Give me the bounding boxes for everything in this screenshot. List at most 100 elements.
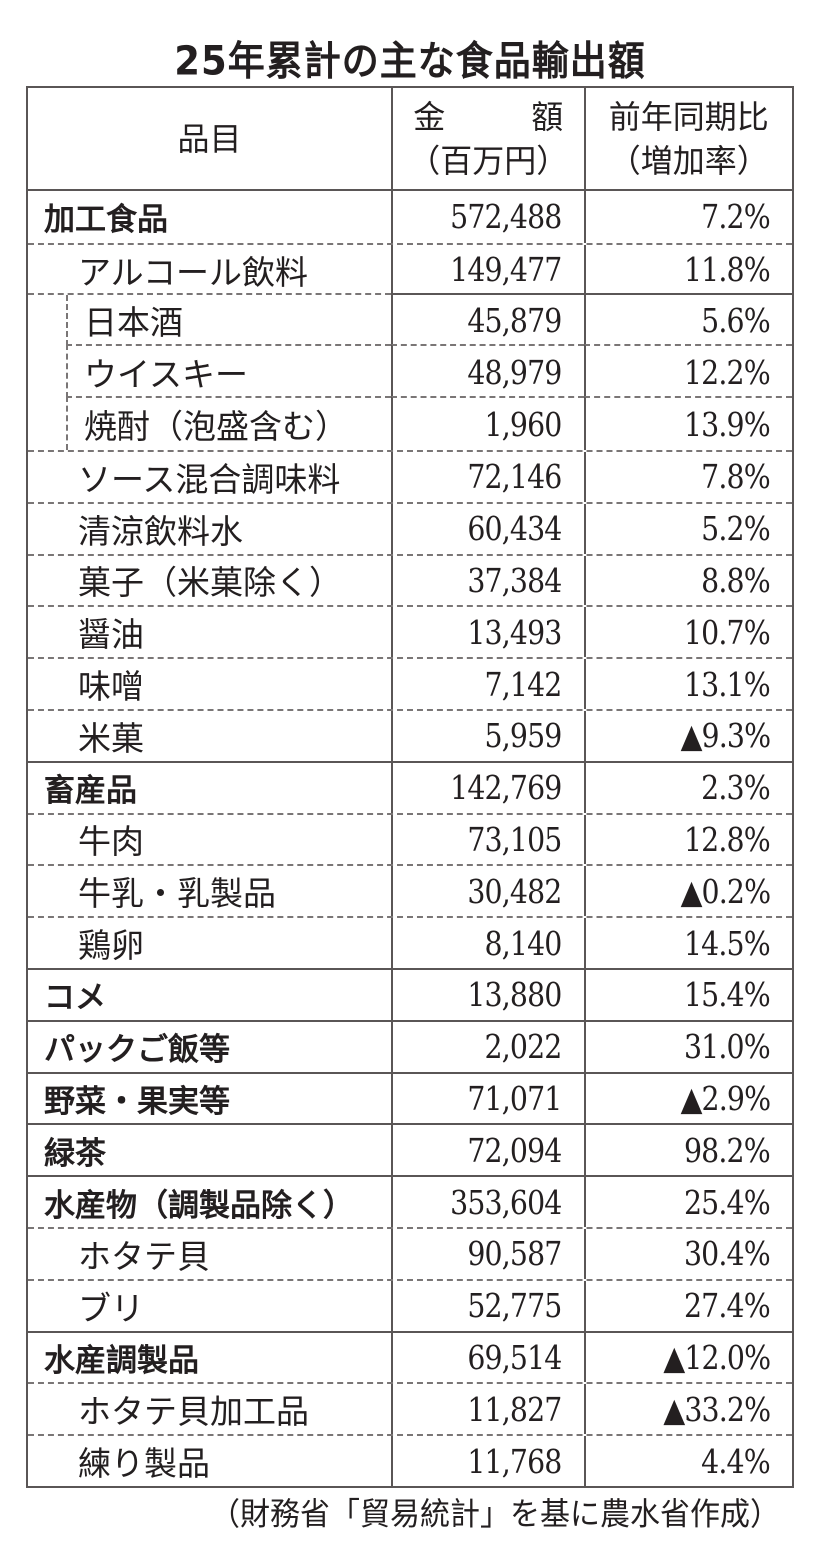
amount-cell: 353,604 bbox=[391, 1177, 584, 1227]
table-body: 加工食品 572,488 7.2% アルコール飲料 149,477 11.8% 日本酒 45,… bbox=[28, 191, 792, 1486]
header-amount-char-b: 額 bbox=[531, 97, 564, 136]
group-bracket-line bbox=[66, 344, 68, 399]
amount-value: 71,071 bbox=[467, 1078, 562, 1118]
amount-value: 13,493 bbox=[467, 612, 562, 652]
export-table: 品目 金 額 （百万円） 前年同期比 （増加率） 加工食品 572,488 7.2%… bbox=[26, 86, 794, 1488]
amount-value: 45,879 bbox=[467, 300, 562, 340]
header-amount-line1: 金 額 bbox=[413, 95, 563, 139]
table-row: ソース混合調味料 72,146 7.8% bbox=[28, 449, 792, 502]
change-value: 98.2% bbox=[684, 1130, 771, 1170]
change-value: 11.8% bbox=[684, 250, 771, 290]
table-row: 鶏卵 8,140 14.5% bbox=[28, 916, 792, 968]
item-name: 練り製品 bbox=[28, 1436, 391, 1486]
amount-value: 13,880 bbox=[467, 975, 562, 1015]
header-change-line1: 前年同期比 bbox=[608, 97, 769, 136]
change-cell: 13.9% bbox=[583, 396, 792, 450]
amount-cell: 90,587 bbox=[391, 1228, 584, 1279]
item-name-text: 水産物（調製品除く） bbox=[44, 1187, 354, 1224]
header-item-label: 品目 bbox=[177, 119, 242, 158]
change-value: 14.5% bbox=[684, 923, 771, 963]
amount-cell: 11,768 bbox=[391, 1436, 584, 1486]
group-bracket-line bbox=[66, 396, 68, 450]
change-cell: ▲9.3% bbox=[583, 710, 792, 761]
change-value: ▲12.0% bbox=[663, 1337, 771, 1377]
item-name: 加工食品 bbox=[28, 191, 391, 243]
table-row: 牛肉 73,105 12.8% bbox=[28, 812, 792, 865]
change-value: ▲33.2% bbox=[663, 1389, 771, 1429]
item-name-text: コメ bbox=[44, 980, 106, 1017]
item-name-text: 牛乳・乳製品 bbox=[78, 874, 276, 914]
item-name-text: 加工食品 bbox=[44, 202, 168, 239]
item-name: 焼酎（泡盛含む） bbox=[28, 396, 392, 450]
amount-cell: 142,769 bbox=[391, 762, 584, 813]
amount-value: 52,775 bbox=[467, 1286, 562, 1326]
amount-cell: 71,071 bbox=[391, 1073, 584, 1124]
change-cell: 25.4% bbox=[583, 1177, 792, 1227]
amount-value: 11,827 bbox=[467, 1389, 562, 1429]
amount-cell: 13,493 bbox=[391, 607, 584, 658]
change-value: 15.4% bbox=[684, 975, 771, 1015]
table-row: 清涼飲料水 60,434 5.2% bbox=[28, 501, 792, 554]
change-value: 2.3% bbox=[701, 768, 771, 808]
item-name-text: パックご飯等 bbox=[44, 1032, 230, 1069]
change-cell: 7.8% bbox=[583, 451, 792, 502]
header-amount-unit: （百万円） bbox=[408, 141, 569, 180]
item-name: 牛乳・乳製品 bbox=[28, 866, 391, 916]
amount-cell: 1,960 bbox=[391, 396, 584, 450]
amount-value: 1,960 bbox=[484, 404, 563, 444]
header-amount: 金 額 （百万円） bbox=[391, 88, 584, 189]
amount-cell: 30,482 bbox=[391, 866, 584, 917]
change-cell: 31.0% bbox=[583, 1021, 792, 1072]
item-name-text: ソース混合調味料 bbox=[78, 459, 341, 499]
change-cell: 27.4% bbox=[583, 1280, 792, 1331]
amount-cell: 13,880 bbox=[391, 969, 584, 1020]
item-name-text: ホタテ貝加工品 bbox=[78, 1392, 309, 1432]
item-name: ホタテ貝加工品 bbox=[28, 1384, 391, 1434]
amount-cell: 11,827 bbox=[391, 1384, 584, 1435]
item-name-text: アルコール飲料 bbox=[78, 252, 309, 292]
item-name: 水産調製品 bbox=[28, 1333, 391, 1383]
change-cell: 15.4% bbox=[583, 969, 792, 1020]
item-name-text: 日本酒 bbox=[84, 303, 183, 343]
amount-value: 7,142 bbox=[484, 664, 563, 704]
amount-value: 72,094 bbox=[467, 1130, 562, 1170]
item-name-text: 鶏卵 bbox=[78, 926, 144, 966]
change-cell: ▲12.0% bbox=[583, 1332, 792, 1383]
change-cell: ▲0.2% bbox=[583, 866, 792, 917]
amount-cell: 60,434 bbox=[391, 503, 584, 554]
change-value: 30.4% bbox=[684, 1234, 771, 1274]
change-cell: 12.8% bbox=[583, 814, 792, 865]
amount-value: 572,488 bbox=[450, 197, 562, 237]
change-value: 5.2% bbox=[701, 509, 771, 549]
item-name-text: 緑茶 bbox=[44, 1135, 106, 1172]
item-name-text: 菓子（米菓除く） bbox=[78, 563, 342, 603]
change-cell: ▲33.2% bbox=[583, 1384, 792, 1435]
header-change-line2: （増加率） bbox=[608, 141, 769, 180]
change-value: 27.4% bbox=[684, 1286, 771, 1326]
change-value: 4.4% bbox=[701, 1441, 771, 1481]
item-name-text: 水産調製品 bbox=[44, 1342, 199, 1379]
item-name: ブリ bbox=[28, 1281, 391, 1331]
table-row: コメ 13,880 15.4% bbox=[28, 967, 792, 1020]
amount-cell: 8,140 bbox=[391, 918, 584, 968]
change-value: 12.2% bbox=[684, 352, 771, 392]
amount-value: 30,482 bbox=[467, 871, 562, 911]
item-name: 鶏卵 bbox=[28, 918, 391, 968]
change-cell: 12.2% bbox=[583, 344, 792, 399]
amount-value: 73,105 bbox=[467, 819, 562, 859]
table-row: 焼酎（泡盛含む） 1,960 13.9% bbox=[28, 396, 792, 450]
item-name: 日本酒 bbox=[28, 292, 392, 347]
table-row: 畜産品 142,769 2.3% bbox=[28, 760, 792, 813]
item-name: パックご飯等 bbox=[28, 1022, 391, 1072]
table-row: ホタテ貝加工品 11,827 ▲33.2% bbox=[28, 1382, 792, 1435]
change-value: ▲9.3% bbox=[680, 716, 771, 756]
change-value: 31.0% bbox=[684, 1027, 771, 1067]
amount-value: 8,140 bbox=[484, 923, 563, 963]
item-name: ソース混合調味料 bbox=[28, 452, 391, 502]
table-row: ホタテ貝 90,587 30.4% bbox=[28, 1226, 792, 1279]
item-name: 味噌 bbox=[28, 659, 391, 709]
change-cell: 5.2% bbox=[583, 503, 792, 554]
item-name: 米菓 bbox=[28, 711, 391, 761]
item-name: 牛肉 bbox=[28, 815, 391, 865]
item-name-text: 清涼飲料水 bbox=[78, 511, 243, 551]
